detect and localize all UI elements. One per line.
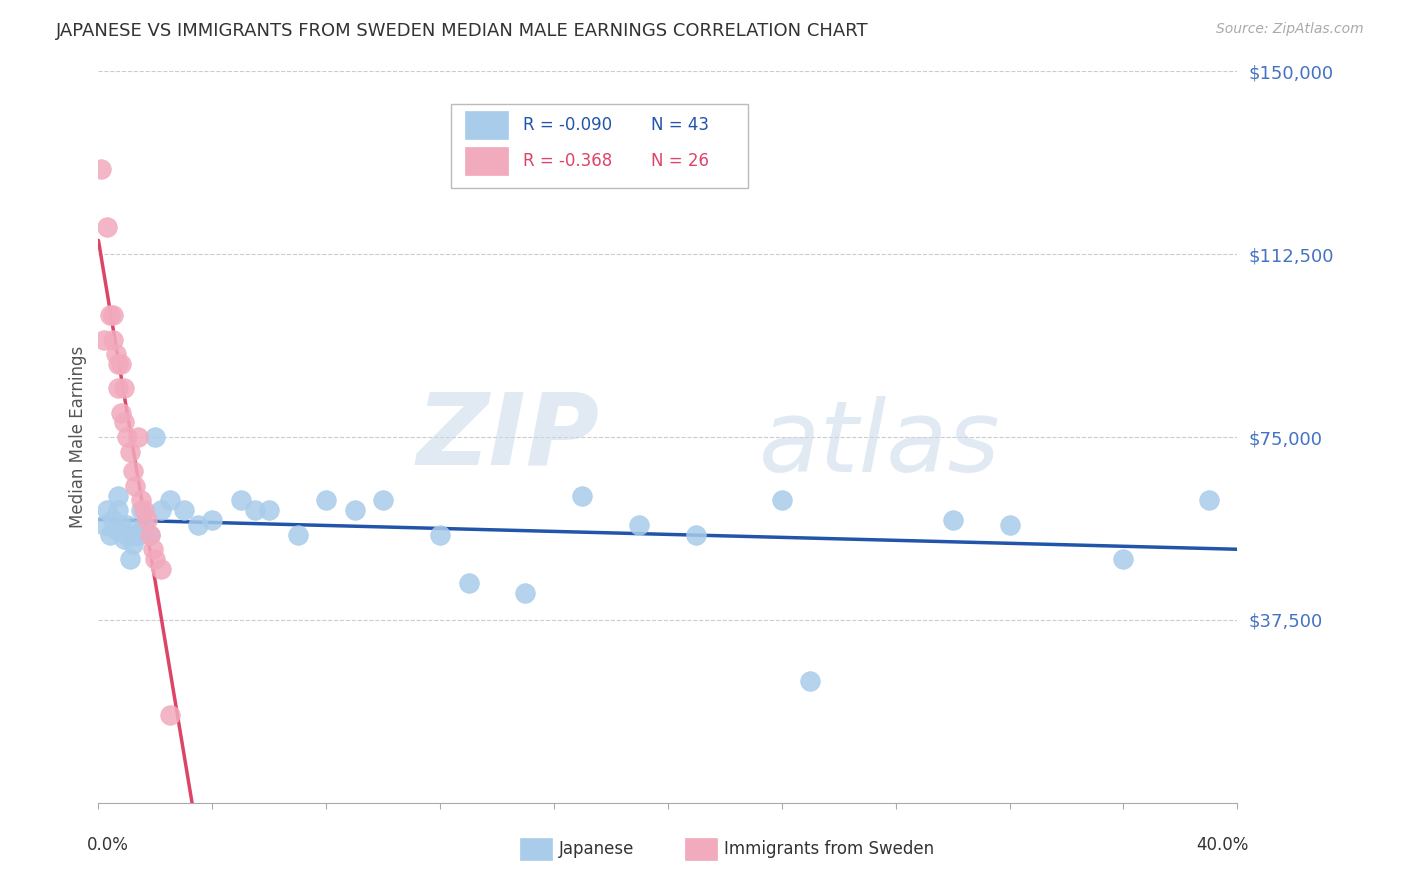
- Point: [457, 576, 479, 591]
- Text: ZIP: ZIP: [416, 389, 599, 485]
- Point: [118, 444, 141, 458]
- Point: [685, 527, 707, 541]
- Point: [115, 517, 138, 532]
- Point: [373, 493, 395, 508]
- Point: [98, 527, 121, 541]
- Point: [112, 416, 135, 430]
- Point: [107, 381, 129, 395]
- Point: [159, 708, 181, 723]
- Point: [150, 562, 173, 576]
- Point: [115, 430, 138, 444]
- Point: [104, 347, 127, 361]
- Point: [129, 493, 152, 508]
- Point: [942, 513, 965, 527]
- Text: N = 26: N = 26: [651, 153, 709, 170]
- Y-axis label: Median Male Earnings: Median Male Earnings: [69, 346, 87, 528]
- Text: R = -0.090: R = -0.090: [523, 116, 613, 134]
- Point: [243, 503, 266, 517]
- Point: [127, 430, 149, 444]
- Point: [101, 333, 124, 347]
- Point: [571, 489, 593, 503]
- Point: [110, 517, 132, 532]
- Point: [107, 489, 129, 503]
- Point: [121, 464, 143, 478]
- Bar: [520, 838, 551, 860]
- Point: [96, 220, 118, 235]
- Point: [121, 537, 143, 551]
- Point: [799, 673, 821, 688]
- Point: [770, 493, 793, 508]
- Point: [138, 527, 160, 541]
- Text: Source: ZipAtlas.com: Source: ZipAtlas.com: [1216, 22, 1364, 37]
- Point: [118, 552, 141, 566]
- Point: [173, 503, 195, 517]
- Point: [93, 517, 115, 532]
- Point: [429, 527, 451, 541]
- Point: [124, 479, 146, 493]
- Point: [98, 308, 121, 322]
- Point: [145, 552, 167, 566]
- Bar: [685, 838, 717, 860]
- Point: [107, 503, 129, 517]
- Point: [343, 503, 366, 517]
- Point: [998, 517, 1021, 532]
- Point: [96, 503, 118, 517]
- Text: 40.0%: 40.0%: [1197, 836, 1249, 854]
- Point: [93, 333, 115, 347]
- Point: [141, 542, 163, 557]
- Point: [315, 493, 337, 508]
- Point: [104, 523, 127, 537]
- Text: R = -0.368: R = -0.368: [523, 153, 613, 170]
- Point: [1112, 552, 1135, 566]
- FancyBboxPatch shape: [451, 104, 748, 188]
- Point: [112, 533, 135, 547]
- Point: [287, 527, 309, 541]
- Point: [115, 527, 138, 541]
- Point: [135, 513, 157, 527]
- Text: 0.0%: 0.0%: [87, 836, 129, 854]
- Point: [110, 357, 132, 371]
- Bar: [465, 111, 509, 138]
- Point: [132, 517, 155, 532]
- Point: [132, 503, 155, 517]
- Point: [1198, 493, 1220, 508]
- Text: Japanese: Japanese: [558, 840, 634, 858]
- Text: atlas: atlas: [759, 396, 1001, 493]
- Point: [150, 503, 173, 517]
- Point: [124, 527, 146, 541]
- Bar: [465, 147, 509, 175]
- Point: [90, 161, 112, 176]
- Point: [515, 586, 537, 600]
- Text: N = 43: N = 43: [651, 116, 709, 134]
- Point: [138, 527, 160, 541]
- Point: [112, 381, 135, 395]
- Point: [145, 430, 167, 444]
- Point: [127, 527, 149, 541]
- Point: [159, 493, 181, 508]
- Point: [110, 406, 132, 420]
- Point: [187, 517, 209, 532]
- Text: Immigrants from Sweden: Immigrants from Sweden: [724, 840, 934, 858]
- Point: [229, 493, 252, 508]
- Point: [201, 513, 224, 527]
- Point: [628, 517, 651, 532]
- Point: [129, 503, 152, 517]
- Point: [101, 513, 124, 527]
- Text: JAPANESE VS IMMIGRANTS FROM SWEDEN MEDIAN MALE EARNINGS CORRELATION CHART: JAPANESE VS IMMIGRANTS FROM SWEDEN MEDIA…: [56, 22, 869, 40]
- Point: [259, 503, 281, 517]
- Point: [101, 308, 124, 322]
- Point: [107, 357, 129, 371]
